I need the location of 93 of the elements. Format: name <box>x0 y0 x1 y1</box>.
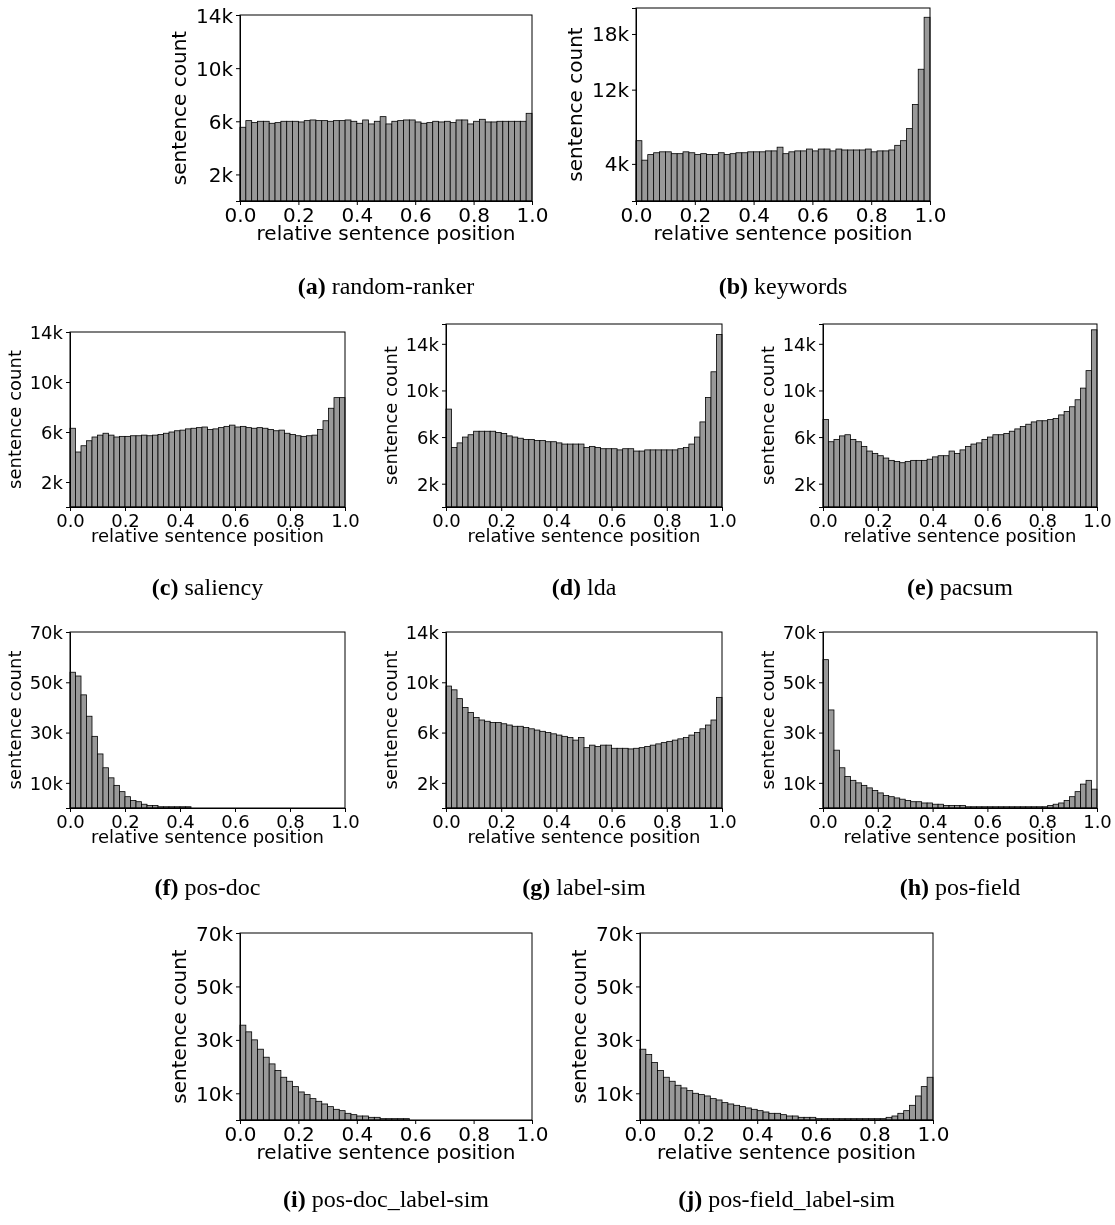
x-tick-label: 0.0 <box>56 509 85 531</box>
y-axis-title: sentence count <box>563 27 587 182</box>
x-tick-label: 0.4 <box>542 509 572 531</box>
y-tick-label: 2k <box>41 471 64 493</box>
y-tick-label: 10k <box>595 1081 634 1106</box>
y-tick-label: 30k <box>29 722 64 744</box>
y-tick-label: 14k <box>782 333 817 355</box>
y-tick-label: 30k <box>595 1028 634 1053</box>
y-tick-label: 30k <box>782 722 817 744</box>
x-tick-label: 1.0 <box>1083 509 1112 531</box>
y-tick-label: 70k <box>782 621 817 643</box>
text: (e) pacsum <box>907 574 1014 600</box>
x-tick-label: 1.0 <box>516 1122 549 1147</box>
text: (a) random-ranker <box>297 273 475 299</box>
text: (c) saliency <box>151 574 264 600</box>
y-tick-label: 2k <box>794 473 817 495</box>
x-tick-label: 1.0 <box>1083 810 1112 832</box>
text: (h) pos-field <box>899 874 1021 900</box>
text: (b) keywords <box>718 273 848 299</box>
y-tick-label: 2k <box>417 473 440 495</box>
x-tick-label: 0.0 <box>432 509 461 531</box>
y-tick-label: 14k <box>405 333 440 355</box>
x-tick-label: 1.0 <box>516 203 549 228</box>
y-axis-title: sentence count <box>167 949 191 1104</box>
x-tick-label: 1.0 <box>708 509 737 531</box>
x-tick-label: 0.6 <box>973 810 1003 832</box>
y-tick-label: 6k <box>208 109 234 134</box>
y-tick-label: 70k <box>29 621 64 643</box>
y-axis-title: sentence count <box>167 30 191 186</box>
x-tick-label: 0.4 <box>166 509 195 531</box>
x-tick-label: 0.6 <box>221 509 250 531</box>
x-tick-label: 0.4 <box>918 509 948 531</box>
x-tick-label: 0.6 <box>973 509 1003 531</box>
x-tick-label: 1.0 <box>331 810 360 832</box>
x-tick-label: 0.0 <box>432 810 461 832</box>
y-tick-label: 70k <box>595 921 634 946</box>
y-axis-title: sentence count <box>380 346 402 485</box>
x-tick-label: 0.0 <box>624 1122 657 1147</box>
text: (g) label-sim <box>522 874 646 900</box>
x-tick-label: 0.6 <box>597 509 627 531</box>
text: (f) pos-doc <box>154 874 261 900</box>
y-tick-label: 6k <box>794 426 817 448</box>
x-tick-label: 1.0 <box>914 203 947 228</box>
y-axis-title: sentence count <box>757 650 779 790</box>
y-tick-label: 14k <box>405 621 440 643</box>
y-tick-label: 10k <box>405 380 440 402</box>
y-tick-label: 10k <box>195 1081 234 1106</box>
y-tick-label: 2k <box>417 772 440 794</box>
x-tick-label: 0.0 <box>224 203 257 228</box>
x-tick-label: 0.0 <box>809 810 838 832</box>
y-axis-title: sentence count <box>380 650 402 790</box>
x-tick-label: 1.0 <box>331 509 360 531</box>
x-tick-label: 0.6 <box>597 810 627 832</box>
y-tick-label: 6k <box>417 426 440 448</box>
x-tick-label: 0.4 <box>918 810 948 832</box>
y-tick-label: 10k <box>29 371 64 393</box>
y-tick-label: 10k <box>782 380 817 402</box>
y-tick-label: 2k <box>208 162 234 187</box>
y-tick-label: 14k <box>195 3 234 28</box>
y-tick-label: 10k <box>195 56 234 81</box>
x-tick-label: 0.0 <box>56 810 85 832</box>
y-tick-label: 50k <box>595 974 634 999</box>
y-axis-title: sentence count <box>757 346 779 485</box>
x-tick-label: 0.6 <box>800 1122 833 1147</box>
y-tick-label: 70k <box>195 921 234 946</box>
y-tick-label: 50k <box>29 672 64 694</box>
x-tick-label: 0.0 <box>224 1122 257 1147</box>
y-tick-label: 50k <box>782 672 817 694</box>
y-tick-label: 50k <box>195 974 234 999</box>
y-axis-title: sentence count <box>4 650 26 790</box>
x-tick-label: 0.4 <box>741 1122 774 1147</box>
x-tick-label: 1.0 <box>917 1122 950 1147</box>
y-tick-label: 10k <box>405 672 440 694</box>
text: (d) lda <box>551 574 617 600</box>
x-tick-label: 0.6 <box>221 810 250 832</box>
y-tick-label: 10k <box>29 772 64 794</box>
y-tick-label: 30k <box>195 1028 234 1053</box>
y-axis-title: sentence count <box>567 949 591 1104</box>
x-tick-label: 0.4 <box>542 810 572 832</box>
y-tick-label: 14k <box>29 321 64 343</box>
text: (j) pos-field_label-sim <box>678 1186 896 1212</box>
y-tick-label: 4k <box>604 152 630 177</box>
y-axis-title: sentence count <box>4 350 26 489</box>
y-tick-label: 6k <box>41 421 64 443</box>
text: (i) pos-doc_label-sim <box>283 1186 490 1212</box>
x-tick-label: 1.0 <box>708 810 737 832</box>
y-tick-label: 12k <box>591 78 630 103</box>
y-tick-label: 18k <box>591 22 630 47</box>
x-tick-label: 0.0 <box>809 509 838 531</box>
y-tick-label: 10k <box>782 772 817 794</box>
x-tick-label: 0.4 <box>166 810 195 832</box>
y-tick-label: 6k <box>417 722 440 744</box>
x-tick-label: 0.0 <box>620 203 653 228</box>
